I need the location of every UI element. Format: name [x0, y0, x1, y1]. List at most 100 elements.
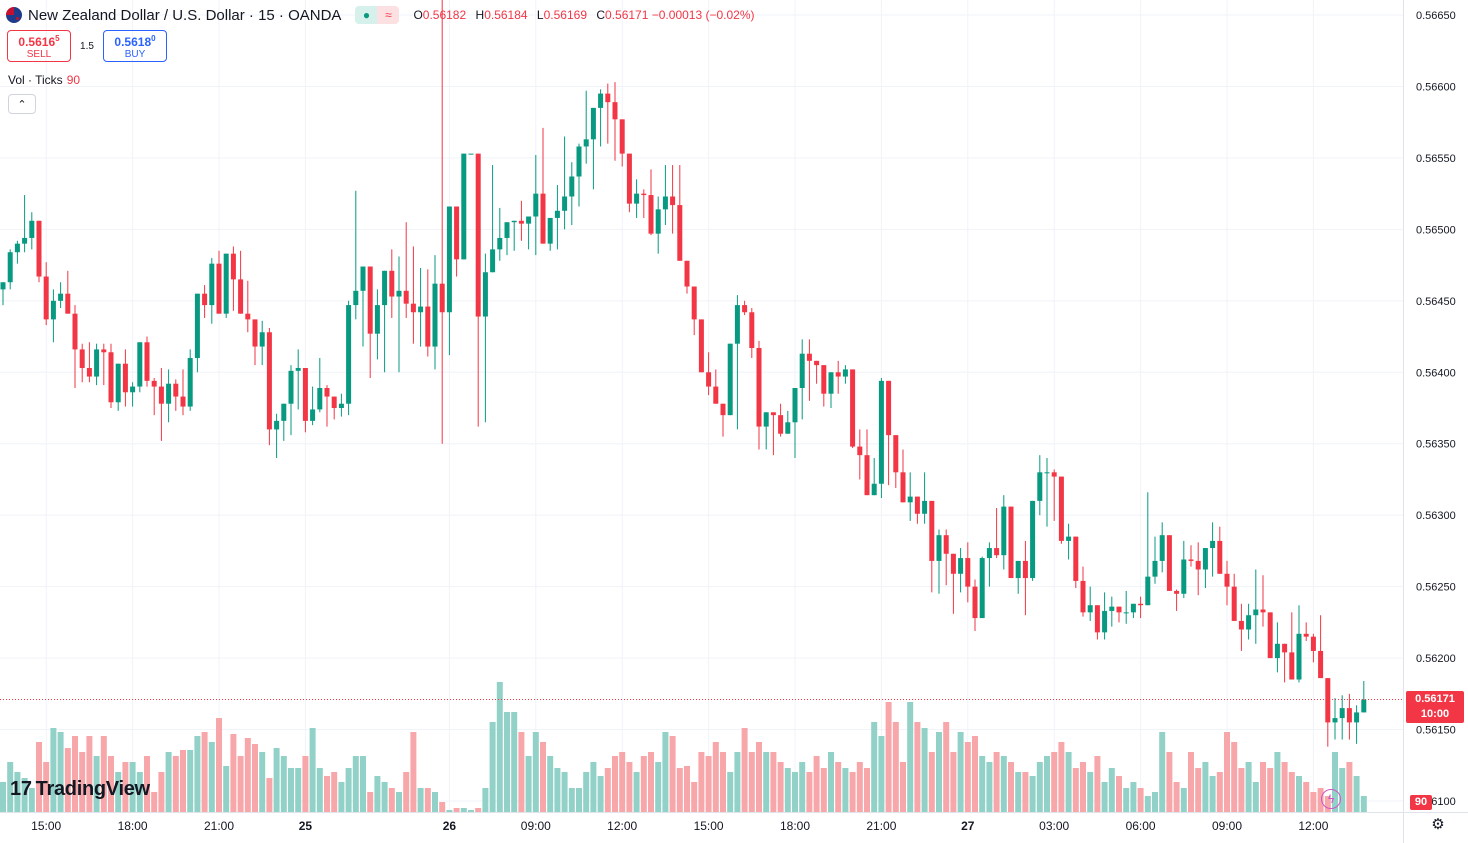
volume-indicator-legend[interactable]: Vol · Ticks 90 — [8, 73, 80, 87]
candle-body — [828, 372, 834, 394]
candle-body — [994, 548, 1000, 556]
x-tick-label: 15:00 — [31, 819, 61, 833]
candle-body — [396, 290, 402, 297]
volume-bar — [252, 744, 258, 812]
volume-bar — [1274, 752, 1281, 812]
candle-body — [770, 412, 776, 416]
volume-bar — [1252, 782, 1259, 812]
volume-bar — [403, 772, 410, 812]
candle-body — [1159, 535, 1165, 561]
collapse-legend-button[interactable]: ⌃ — [8, 94, 36, 114]
y-tick-label: 0.56250 — [1416, 582, 1456, 594]
candle-body — [900, 472, 906, 503]
last-price-tag: 0.56171 10:00 — [1406, 691, 1464, 723]
volume-bar — [1209, 776, 1216, 812]
volume-bar — [36, 742, 42, 812]
volume-bar — [144, 756, 150, 812]
candle-body — [252, 319, 258, 347]
candle-body — [122, 363, 128, 393]
candle-body — [576, 146, 582, 177]
volume-bar — [748, 752, 755, 812]
volume-bar — [583, 772, 590, 812]
candle-body — [677, 205, 683, 261]
candle-body — [144, 342, 150, 381]
volume-bar — [194, 736, 201, 812]
volume-bar — [453, 808, 460, 812]
volume-bar — [885, 702, 892, 812]
candle-body — [540, 193, 546, 244]
x-tick-label: 03:00 — [1039, 819, 1069, 833]
volume-bar — [1051, 752, 1058, 812]
volume-bar — [1101, 782, 1108, 812]
candle-body — [756, 347, 762, 427]
volume-bar — [14, 772, 21, 812]
candle-body — [958, 558, 964, 574]
candle-body — [482, 272, 488, 317]
volume-bar — [676, 768, 683, 812]
volume-bar — [201, 732, 208, 812]
volume-bar — [633, 772, 640, 812]
volume-bar — [727, 772, 734, 812]
settings-gear-icon[interactable]: ⚙ — [1431, 816, 1445, 833]
delayed-data-icon[interactable]: ≈ — [377, 6, 400, 24]
market-open-icon[interactable]: ● — [355, 6, 378, 24]
tradingview-logo-text: TradingView — [35, 778, 150, 800]
candle-body — [115, 363, 121, 403]
candle-body — [950, 553, 956, 574]
candle-body — [936, 535, 942, 561]
candle-body — [1051, 472, 1057, 477]
y-tick-label: 0.56200 — [1416, 653, 1456, 665]
volume-bar — [338, 782, 345, 812]
volume-bar — [972, 736, 978, 812]
volume-bar — [950, 752, 957, 812]
volume-bar — [151, 792, 158, 812]
candle-body — [886, 380, 892, 436]
candle-body — [914, 496, 920, 514]
volume-bar — [1296, 776, 1302, 812]
candle-body — [29, 220, 35, 238]
candle-body — [713, 386, 719, 404]
volume-bar — [957, 732, 964, 812]
symbol-title[interactable]: New Zealand Dollar / U.S. Dollar · 15 · … — [28, 6, 342, 24]
x-tick-label: 18:00 — [118, 819, 148, 833]
candle-body — [439, 283, 445, 313]
lightning-icon[interactable]: ϟ — [1321, 789, 1341, 809]
candle-body — [382, 270, 388, 306]
volume-bar — [216, 718, 222, 812]
candle-body — [504, 222, 510, 238]
candle-body — [1102, 610, 1108, 633]
low-value: 0.56169 — [543, 8, 587, 22]
candle-body — [1188, 559, 1194, 561]
candle-body — [1145, 576, 1151, 606]
sell-button[interactable]: 0.56165 SELL — [7, 30, 71, 62]
volume-bar — [288, 768, 294, 812]
candle-body — [137, 342, 143, 387]
candle-body — [238, 279, 244, 314]
volume-bar — [648, 752, 654, 812]
x-tick-label: 21:00 — [204, 819, 234, 833]
volume-bar — [7, 762, 14, 812]
candle-body — [1138, 603, 1144, 606]
candle-body — [1030, 500, 1036, 579]
candle-body — [727, 343, 733, 416]
high-value: 0.56184 — [484, 8, 528, 22]
candle-body — [547, 217, 553, 244]
last-price-value: 0.56171 — [1415, 693, 1455, 705]
candle-body — [151, 380, 157, 387]
candle-body — [1001, 506, 1007, 556]
candle-body — [331, 396, 337, 408]
candle-body — [1310, 636, 1316, 651]
candle-body — [979, 558, 985, 619]
volume-bar — [0, 782, 6, 812]
candle-body — [288, 370, 294, 404]
candle-body — [1217, 540, 1223, 574]
candle-body — [1238, 620, 1244, 630]
tradingview-logo[interactable]: 17 TradingView — [10, 778, 150, 801]
candle-body — [223, 253, 229, 314]
volume-bar — [28, 788, 35, 812]
volume-bar — [1094, 756, 1101, 812]
buy-button[interactable]: 0.56180 BUY — [103, 30, 167, 62]
candle-body — [14, 243, 20, 253]
candle-body — [1109, 606, 1115, 611]
